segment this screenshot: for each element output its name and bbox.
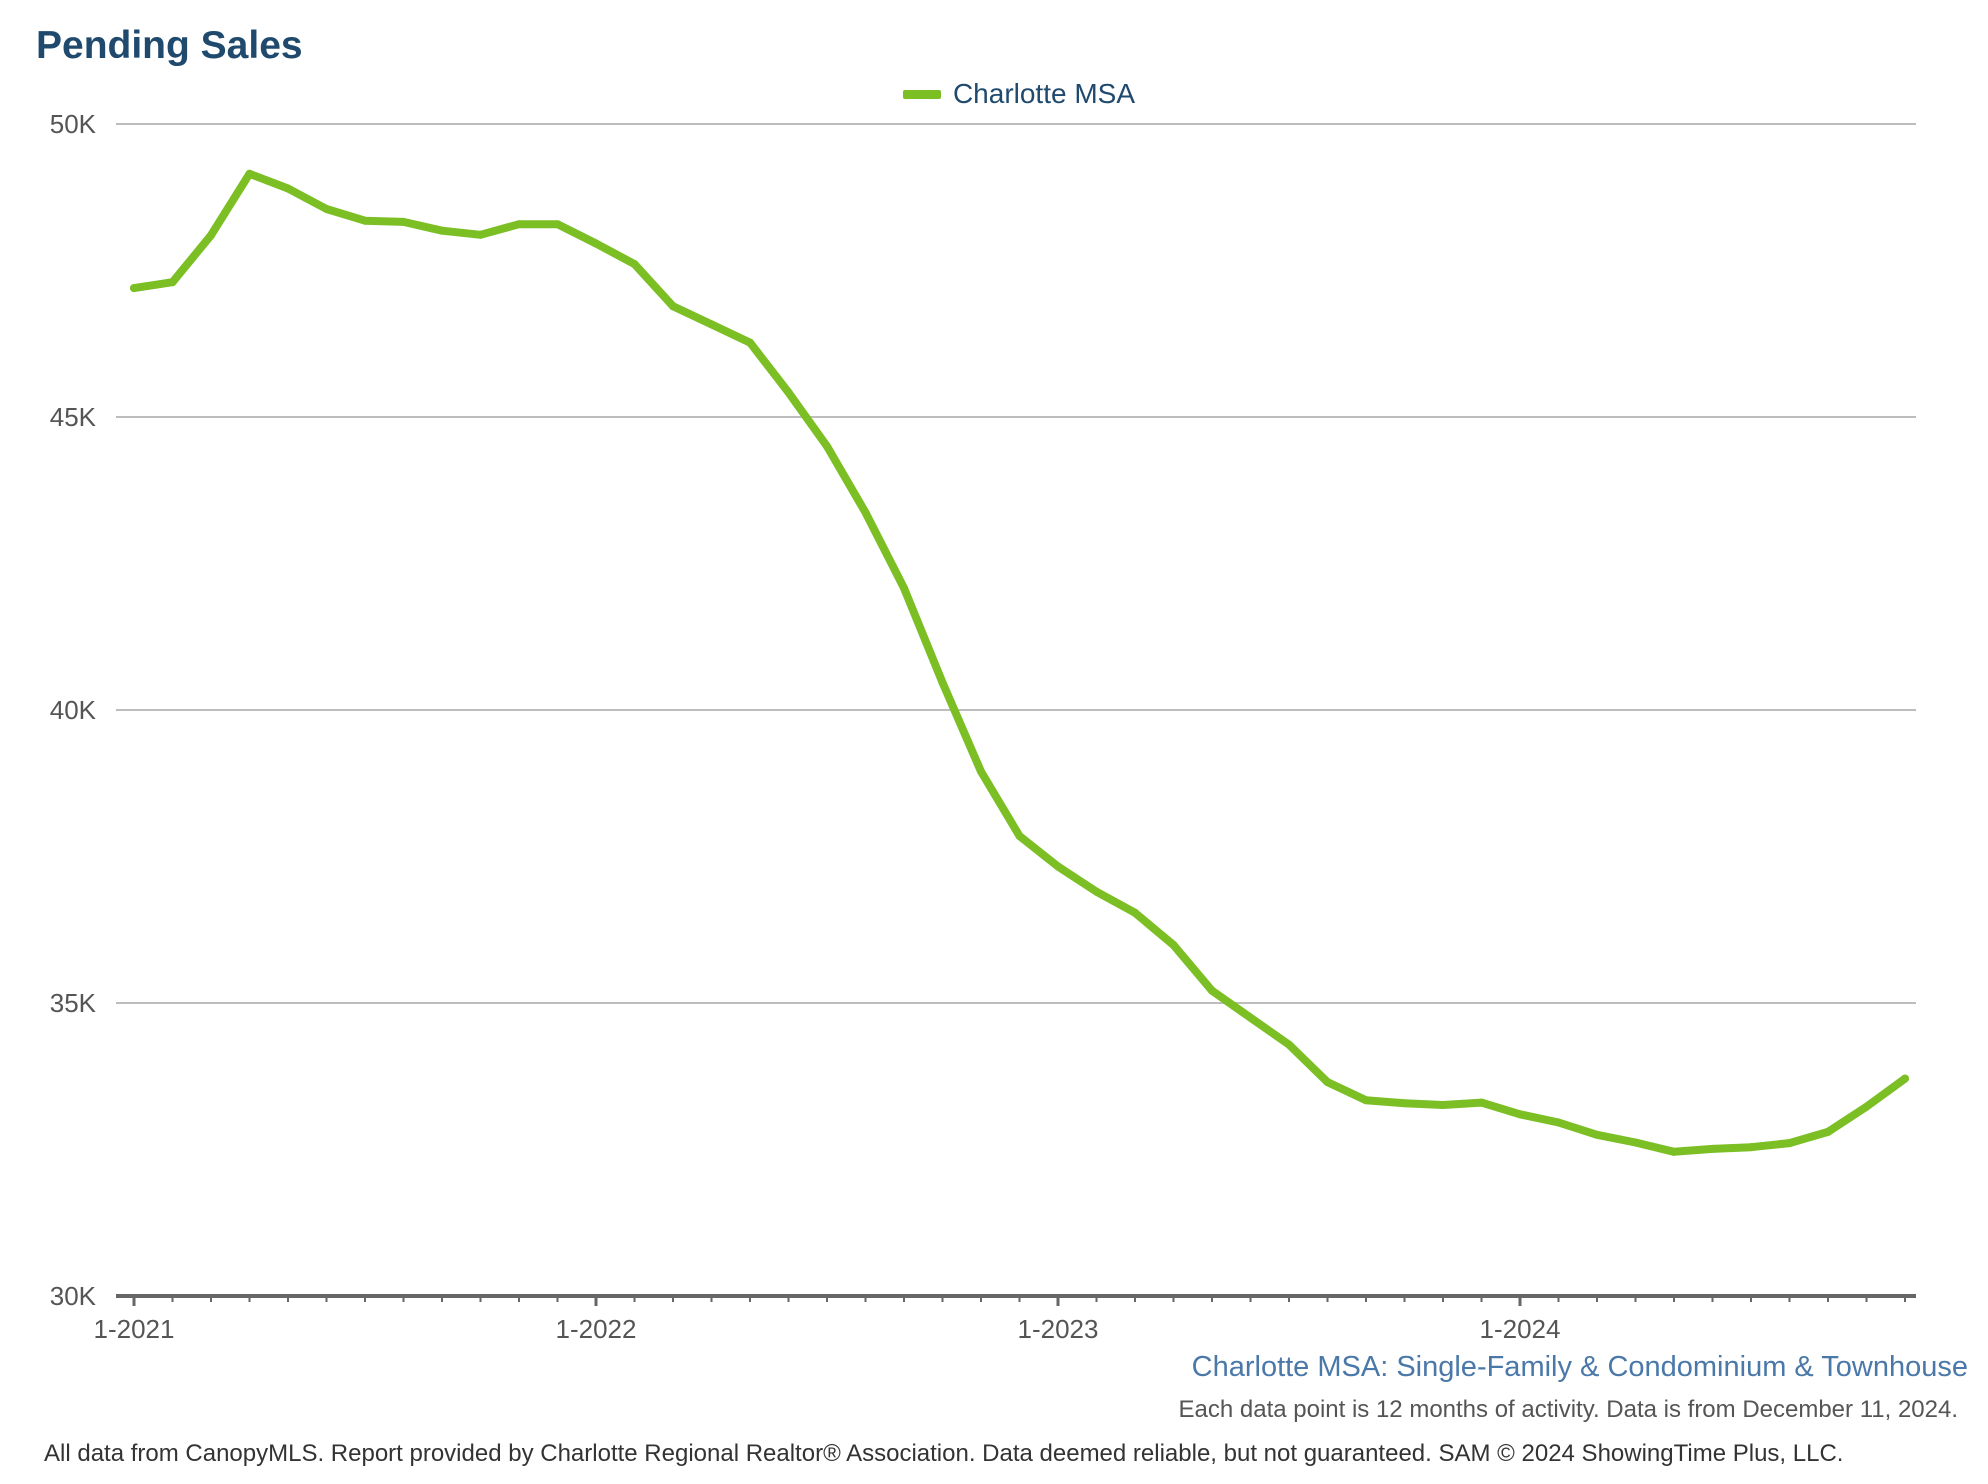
data-point [284,184,292,193]
data-point [1785,1139,1794,1148]
x-tick-label: 1-2021 [94,1314,175,1344]
data-point [438,226,446,235]
y-tick-label: 40K [50,695,97,725]
gridlines [116,123,1916,1004]
data-point [1054,862,1062,871]
data-point [553,220,562,229]
data-point [900,584,908,593]
data-point [1131,908,1139,917]
data-point [630,260,639,269]
legend-label: Charlotte MSA [952,78,1136,109]
legend: Charlotte MSA [0,78,1988,110]
data-point [977,767,985,776]
data-point [861,508,870,517]
data-point [823,442,831,451]
data-point [1631,1138,1640,1147]
series-layer [130,169,1909,1156]
data-point [476,230,485,239]
chart-title: Pending Sales [36,24,303,67]
data-point [1708,1144,1717,1153]
data-point [1362,1096,1370,1105]
data-point [1670,1147,1678,1156]
data-point [1208,986,1216,995]
chart-subtitle: Charlotte MSA: Single-Family & Condomini… [1191,1351,1968,1383]
data-point [1285,1040,1293,1049]
data-point [130,284,138,293]
y-tick-label: 35K [50,988,97,1018]
data-point [1824,1127,1832,1136]
data-point [168,278,177,287]
data-point [361,216,369,225]
data-point [1169,940,1178,949]
legend-swatch [902,89,941,99]
data-point [1747,1143,1755,1152]
data-note: Each data point is 12 months of activity… [1178,1396,1959,1423]
data-point [1015,831,1024,840]
data-point [515,220,523,229]
data-point [1439,1100,1447,1109]
data-point [592,239,600,248]
y-axis-ticks: 30K 35K 40K 45K 50K [50,109,97,1311]
x-tick-label: 1-2022 [556,1314,637,1344]
data-point [707,320,716,329]
data-point [746,338,754,347]
y-tick-label: 50K [50,109,97,139]
data-point [669,302,677,311]
data-point [322,204,331,213]
data-point [399,217,408,226]
data-point [1246,1013,1255,1022]
data-point [1400,1099,1409,1108]
data-point [1323,1078,1332,1087]
data-point [1862,1102,1871,1111]
x-tick-label: 1-2024 [1480,1314,1561,1344]
data-point [1516,1110,1524,1119]
data-point [1477,1098,1486,1107]
data-point [1901,1074,1909,1083]
data-point [245,169,254,178]
data-point [784,388,793,397]
y-tick-label: 45K [50,402,97,432]
data-point [1092,887,1101,896]
x-axis-ticks: 1-2021 1-2022 1-2023 1-2024 [94,1296,1906,1344]
data-point [938,678,947,687]
footer-text: All data from CanopyMLS. Report provided… [44,1440,1844,1467]
x-tick-label: 1-2023 [1018,1314,1099,1344]
data-point [1554,1118,1563,1127]
data-point [1593,1130,1601,1139]
series-line-charlotte-msa [130,169,1909,1156]
y-tick-label: 30K [50,1281,97,1311]
data-point [207,231,215,240]
